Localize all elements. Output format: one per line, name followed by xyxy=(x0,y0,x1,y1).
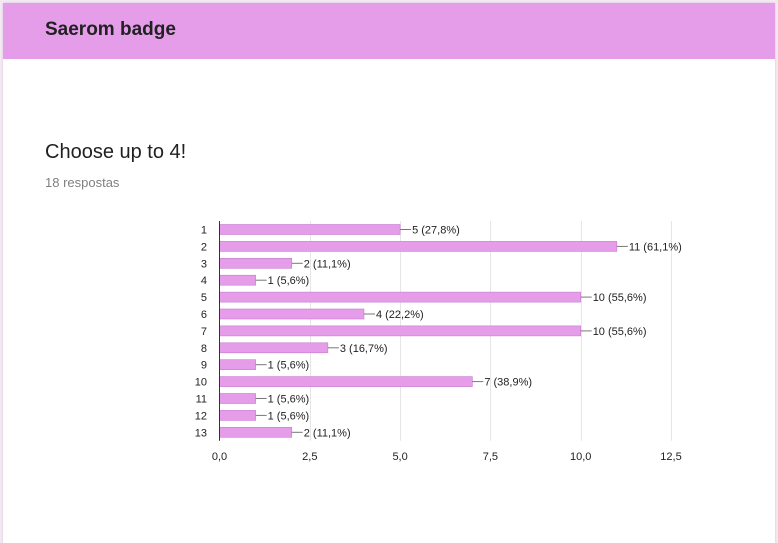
category-label-11: 11 xyxy=(196,394,207,406)
category-label-6: 6 xyxy=(201,309,207,321)
x-tick-label-2: 5,0 xyxy=(392,451,407,463)
bar-13 xyxy=(219,426,293,438)
bar-2 xyxy=(219,241,618,252)
category-label-7: 7 xyxy=(201,326,207,338)
bar-5 xyxy=(219,291,582,303)
category-label-9: 9 xyxy=(201,360,207,372)
x-tick-label-3: 7,5 xyxy=(483,451,498,463)
data-label-3: 2 (11,1%) xyxy=(304,258,351,270)
data-label-8: 3 (16,7%) xyxy=(340,343,388,355)
data-label-13: 2 (11,1%) xyxy=(304,427,351,439)
bar-8 xyxy=(219,342,329,354)
category-label-1: 1 xyxy=(201,225,207,237)
data-label-7: 10 (55,6%) xyxy=(593,326,647,338)
data-label-6: 4 (22,2%) xyxy=(376,309,424,321)
bar-7 xyxy=(219,325,582,337)
bar-3 xyxy=(219,257,293,269)
category-label-4: 4 xyxy=(201,275,207,287)
question-title: Choose up to 4! xyxy=(45,141,187,163)
category-label-5: 5 xyxy=(201,292,207,304)
category-label-2: 2 xyxy=(201,241,207,253)
data-label-12: 1 (5,6%) xyxy=(268,410,310,422)
bar-10 xyxy=(219,376,473,387)
data-label-2: 11 (61,1%) xyxy=(629,241,682,253)
bar-9 xyxy=(219,359,256,371)
data-label-5: 10 (55,6%) xyxy=(593,292,647,304)
category-label-13: 13 xyxy=(195,427,207,439)
form-title: Saerom badge xyxy=(45,19,176,40)
response-count: 18 respostas xyxy=(45,175,120,190)
bar-11 xyxy=(219,393,256,404)
x-tick-label-4: 10,0 xyxy=(570,451,591,463)
data-label-4: 1 (5,6%) xyxy=(268,275,310,287)
x-tick-label-1: 2,5 xyxy=(302,451,317,463)
category-label-8: 8 xyxy=(201,343,207,355)
form-summary-card: Saerom badge Choose up to 4! 18 resposta… xyxy=(3,3,775,543)
data-label-9: 1 (5,6%) xyxy=(268,360,310,372)
x-tick-label-0: 0,0 xyxy=(212,451,227,463)
bar-1 xyxy=(219,224,401,235)
data-label-11: 1 (5,6%) xyxy=(268,394,310,406)
bar-4 xyxy=(219,274,256,286)
category-label-3: 3 xyxy=(201,258,207,270)
bar-12 xyxy=(219,410,256,421)
form-header: Saerom badge xyxy=(3,3,775,59)
bar-6 xyxy=(219,308,365,320)
x-tick-label-5: 12,5 xyxy=(660,451,681,463)
category-label-12: 12 xyxy=(195,410,207,422)
category-label-10: 10 xyxy=(195,377,207,389)
data-label-10: 7 (38,9%) xyxy=(484,377,532,389)
data-label-1: 5 (27,8%) xyxy=(412,225,460,237)
